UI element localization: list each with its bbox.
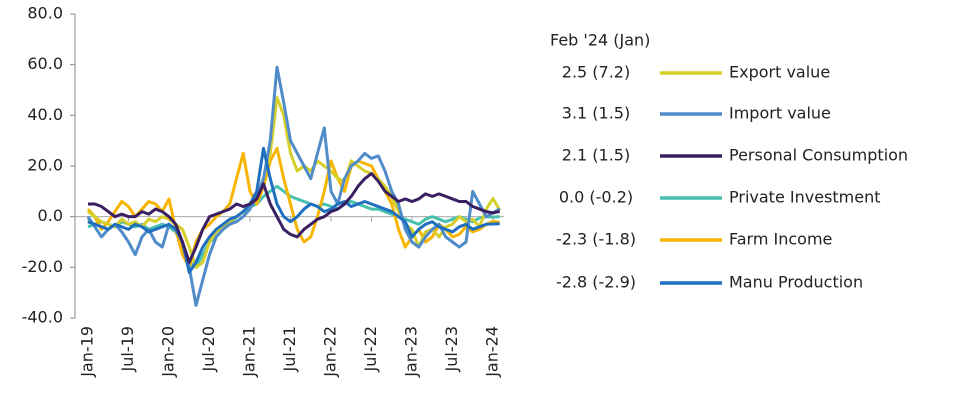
x-tick-label: Jul-22 [361,326,380,372]
x-tick-label: Jan-20 [159,326,178,378]
series-line [87,96,502,269]
legend-value: 3.1 (1.5) [562,104,630,123]
y-tick-label: 60.0 [27,54,63,73]
y-tick-label: 20.0 [27,156,63,175]
x-tick-label: Jul-19 [118,326,137,372]
x-tick-label: Jan-24 [483,326,502,378]
x-tick-label: Jan-21 [240,326,259,378]
x-tick-label: Jul-20 [199,326,218,372]
y-tick-label: 40.0 [27,105,63,124]
y-tick-label: -20.0 [22,257,63,276]
legend-label: Export value [729,63,830,82]
series-line [86,65,501,307]
legend-value: -2.8 (-2.9) [556,273,636,292]
legend-label: Import value [729,104,831,123]
legend-value: -2.3 (-1.8) [556,230,636,249]
legend-value: 2.5 (7.2) [562,63,630,82]
series-line [86,146,501,269]
legend-value: 0.0 (-0.2) [559,188,633,207]
legend-label: Manu Production [729,273,863,292]
legend-label: Farm Income [729,230,832,249]
legend-value: 2.1 (1.5) [562,146,630,165]
series-line [87,146,500,274]
y-tick-label: 80.0 [27,4,63,23]
series-line [88,172,501,264]
x-tick-label: Jan-19 [78,326,97,378]
series-line [87,184,500,269]
y-tick-label: -40.0 [22,308,63,327]
x-tick-label: Jul-23 [442,326,461,372]
x-tick-label: Jan-23 [402,326,421,378]
x-tick-label: Jan-22 [321,326,340,378]
legend-title: Feb '24 (Jan) [550,31,650,50]
legend-label: Personal Consumption [729,146,908,165]
legend-label: Private Investment [729,188,881,207]
y-tick-label: 0.0 [38,206,63,225]
x-tick-label: Jul-21 [280,326,299,372]
